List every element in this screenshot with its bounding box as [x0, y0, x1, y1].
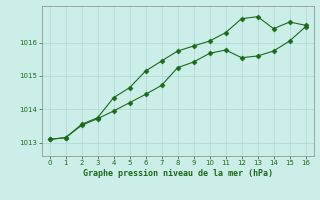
X-axis label: Graphe pression niveau de la mer (hPa): Graphe pression niveau de la mer (hPa)	[83, 169, 273, 178]
